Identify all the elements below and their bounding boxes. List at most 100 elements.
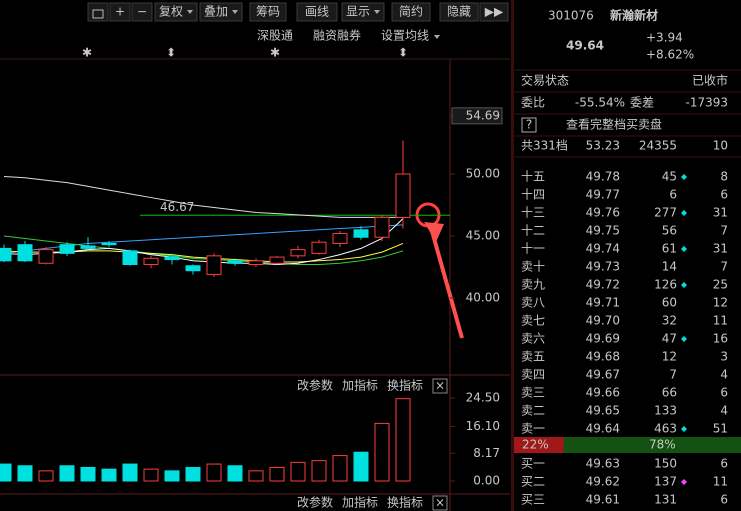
field-label: 委差 bbox=[630, 96, 654, 110]
candle-body bbox=[269, 256, 285, 264]
close-box bbox=[432, 495, 448, 511]
order-ratio: -55.54% bbox=[575, 96, 625, 110]
indicator-tool[interactable]: 换指标 bbox=[387, 495, 423, 510]
level-volume: 56 bbox=[662, 224, 677, 238]
order-diff: -17393 bbox=[685, 96, 728, 110]
level-label: 十一 bbox=[521, 242, 545, 256]
indicator-tool[interactable]: 改参数 bbox=[297, 378, 333, 393]
level-label: 买二 bbox=[521, 475, 545, 489]
event-marker: ⬍ bbox=[166, 46, 176, 60]
level-count: 6 bbox=[720, 493, 728, 507]
toolbar-button-label: 简约 bbox=[399, 4, 423, 19]
volume-bar bbox=[206, 463, 222, 482]
book-summary: 24355 bbox=[639, 139, 677, 153]
level-count: 4 bbox=[720, 368, 728, 382]
toolbar-button[interactable] bbox=[341, 2, 385, 22]
toolbar-button[interactable] bbox=[296, 2, 338, 22]
volume-bar bbox=[59, 465, 75, 482]
level-volume: 14 bbox=[662, 260, 677, 274]
volume-bar bbox=[38, 470, 54, 482]
level-price: 49.77 bbox=[586, 188, 620, 202]
level-price: 49.70 bbox=[586, 314, 620, 328]
indicator-tool[interactable]: 加指标 bbox=[342, 378, 378, 393]
volume-bar bbox=[227, 465, 243, 482]
volume-bar bbox=[143, 468, 159, 482]
indicator-tool[interactable]: 改参数 bbox=[297, 495, 333, 510]
toolbar-button[interactable] bbox=[154, 2, 198, 22]
arrow-head bbox=[424, 222, 444, 242]
toolbar-button-label: 叠加 bbox=[204, 5, 228, 19]
candle-body bbox=[395, 173, 411, 218]
level-price: 49.64 bbox=[586, 422, 620, 436]
dropdown-caret bbox=[434, 35, 440, 39]
event-marker: ✱ bbox=[82, 46, 92, 60]
y-tick-label: 45.00 bbox=[466, 229, 500, 243]
full-book-link[interactable]: 查看完整档买卖盘 bbox=[566, 117, 662, 132]
level-price: 49.61 bbox=[586, 493, 620, 507]
price-highlight bbox=[451, 107, 503, 125]
candle-body bbox=[248, 260, 264, 266]
level-price: 49.71 bbox=[586, 296, 620, 310]
chart-link[interactable]: 深股通 bbox=[257, 29, 293, 43]
toolbar-button[interactable] bbox=[109, 2, 131, 22]
order-marker bbox=[681, 246, 687, 252]
level-label: 十三 bbox=[521, 206, 545, 220]
level-volume: 32 bbox=[662, 314, 677, 328]
toolbar-button[interactable] bbox=[199, 2, 243, 22]
level-label: 卖二 bbox=[521, 404, 545, 418]
level-count: 31 bbox=[713, 206, 728, 220]
event-marker: ⬍ bbox=[398, 46, 408, 60]
level-count: 16 bbox=[713, 332, 728, 346]
volume-bar bbox=[80, 466, 96, 482]
order-marker bbox=[681, 282, 687, 288]
moving-average bbox=[3, 235, 404, 266]
level-label: 十二 bbox=[521, 224, 545, 238]
field-label: 交易状态 bbox=[521, 73, 569, 88]
panel-separator bbox=[511, 0, 514, 511]
volume-bar bbox=[101, 468, 117, 482]
level-volume: 277 bbox=[654, 206, 677, 220]
level-price: 49.69 bbox=[586, 332, 620, 346]
volume-bar bbox=[0, 463, 12, 482]
dropdown-caret bbox=[187, 10, 193, 14]
arrow-shaft bbox=[430, 230, 464, 339]
stock-code: 301076 bbox=[548, 9, 594, 23]
candle-body bbox=[101, 242, 117, 246]
chart-link[interactable]: 设置均线 bbox=[381, 29, 429, 43]
level-label: 卖一 bbox=[521, 422, 545, 436]
toolbar-button[interactable] bbox=[249, 2, 287, 22]
help-box bbox=[521, 117, 537, 133]
level-price: 49.63 bbox=[586, 457, 620, 471]
book-summary: 共331档 bbox=[521, 139, 568, 153]
book-summary: 53.23 bbox=[586, 139, 620, 153]
level-label: 卖五 bbox=[521, 350, 545, 364]
chart-link[interactable]: 融资融券 bbox=[313, 28, 361, 43]
indicator-tool[interactable]: 加指标 bbox=[342, 495, 378, 510]
level-volume: 463 bbox=[654, 422, 677, 436]
volume-bar bbox=[374, 422, 390, 482]
level-price: 49.67 bbox=[586, 368, 620, 382]
level-volume: 7 bbox=[669, 368, 677, 382]
toolbar-button-label: 复权 bbox=[159, 5, 183, 19]
level-label: 卖十 bbox=[521, 260, 545, 274]
toolbar-button[interactable] bbox=[439, 2, 479, 22]
indicator-tool[interactable]: 换指标 bbox=[387, 378, 423, 393]
toolbar-button[interactable] bbox=[131, 2, 153, 22]
level-volume: 45 bbox=[662, 170, 677, 184]
order-marker bbox=[681, 426, 687, 432]
order-marker bbox=[681, 210, 687, 216]
price-change: +3.94 bbox=[646, 31, 683, 45]
toolbar-button-label: 显示 bbox=[346, 5, 370, 19]
indicator-tool[interactable]: × bbox=[435, 379, 445, 393]
level-price: 49.75 bbox=[586, 224, 620, 238]
level-label: 买一 bbox=[521, 457, 545, 471]
level-label: 十五 bbox=[521, 170, 545, 184]
toolbar-button[interactable] bbox=[479, 2, 509, 22]
indicator-tool[interactable]: × bbox=[435, 496, 445, 510]
level-label: 卖九 bbox=[521, 278, 545, 292]
level-count: 6 bbox=[720, 188, 728, 202]
field-label: 委比 bbox=[521, 96, 545, 110]
toolbar-button[interactable] bbox=[391, 2, 431, 22]
